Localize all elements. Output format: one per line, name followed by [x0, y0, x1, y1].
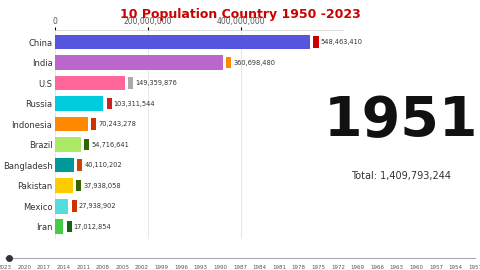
Bar [55, 117, 88, 131]
FancyBboxPatch shape [107, 98, 112, 109]
Text: 1951: 1951 [324, 94, 478, 149]
Text: 149,359,876: 149,359,876 [135, 80, 177, 86]
Text: 1981: 1981 [272, 265, 286, 270]
Text: Total: 1,409,793,244: Total: 1,409,793,244 [351, 170, 451, 181]
Text: 54,716,641: 54,716,641 [91, 141, 129, 148]
Text: 2020: 2020 [17, 265, 31, 270]
Text: 1996: 1996 [174, 265, 188, 270]
Text: 1972: 1972 [331, 265, 345, 270]
Text: 2014: 2014 [57, 265, 71, 270]
Text: 1984: 1984 [252, 265, 266, 270]
Bar [55, 219, 63, 234]
Bar [55, 55, 223, 70]
Text: 1954: 1954 [449, 265, 463, 270]
Bar [55, 35, 310, 49]
FancyBboxPatch shape [76, 180, 82, 191]
FancyBboxPatch shape [128, 77, 133, 89]
Text: 1960: 1960 [409, 265, 423, 270]
FancyBboxPatch shape [313, 36, 319, 48]
Text: 1951: 1951 [468, 265, 480, 270]
Text: 70,243,278: 70,243,278 [98, 121, 136, 127]
Text: 360,698,480: 360,698,480 [233, 59, 275, 66]
Text: 103,311,544: 103,311,544 [114, 100, 155, 107]
Text: 2002: 2002 [135, 265, 149, 270]
Text: 17,012,854: 17,012,854 [73, 224, 111, 230]
Text: 10 Population Country 1950 -2023: 10 Population Country 1950 -2023 [120, 8, 360, 21]
Text: 37,938,058: 37,938,058 [83, 183, 121, 189]
FancyBboxPatch shape [77, 159, 83, 171]
Bar [55, 158, 74, 173]
Text: 1993: 1993 [194, 265, 208, 270]
Text: 1957: 1957 [429, 265, 443, 270]
Text: 548,463,410: 548,463,410 [320, 39, 362, 45]
Text: 2008: 2008 [96, 265, 110, 270]
FancyBboxPatch shape [67, 221, 72, 232]
Text: 1966: 1966 [370, 265, 384, 270]
Text: 2011: 2011 [76, 265, 90, 270]
FancyBboxPatch shape [226, 57, 231, 68]
Text: 2005: 2005 [115, 265, 130, 270]
Text: 1975: 1975 [312, 265, 325, 270]
Bar [55, 199, 68, 214]
Text: 1987: 1987 [233, 265, 247, 270]
Bar [55, 137, 81, 152]
Bar [55, 76, 125, 90]
FancyBboxPatch shape [91, 118, 96, 130]
Text: 27,938,902: 27,938,902 [79, 203, 116, 209]
Text: 40,110,202: 40,110,202 [84, 162, 122, 168]
Text: 2023: 2023 [0, 265, 12, 270]
Text: 1999: 1999 [155, 265, 168, 270]
Text: 1990: 1990 [214, 265, 228, 270]
Bar [55, 96, 103, 111]
FancyBboxPatch shape [72, 200, 77, 212]
Text: 1969: 1969 [350, 265, 365, 270]
Text: 1963: 1963 [390, 265, 404, 270]
Text: 2017: 2017 [37, 265, 51, 270]
Bar [55, 178, 73, 193]
Text: 1978: 1978 [292, 265, 306, 270]
FancyBboxPatch shape [84, 139, 89, 150]
